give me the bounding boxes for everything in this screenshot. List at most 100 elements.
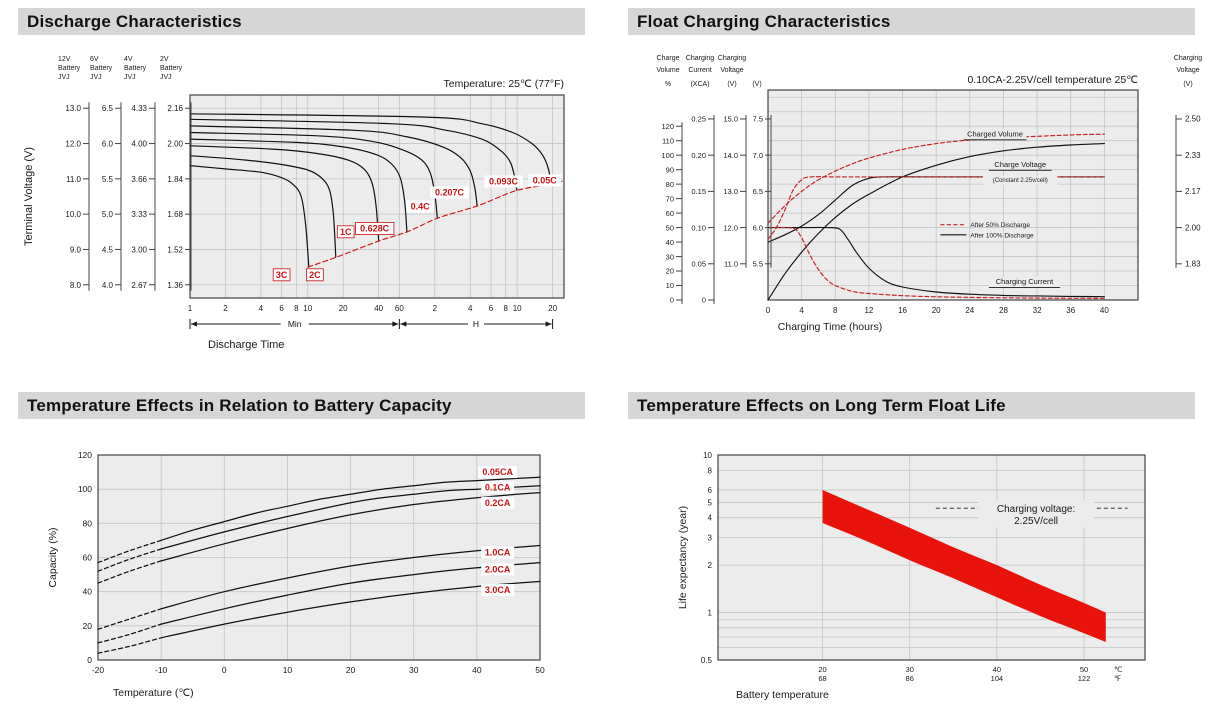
- svg-text:Charging: Charging: [1174, 55, 1203, 62]
- svg-text:11.0: 11.0: [724, 259, 738, 268]
- svg-text:0: 0: [670, 296, 674, 305]
- svg-text:12.0: 12.0: [723, 223, 738, 232]
- svg-text:20: 20: [548, 304, 557, 313]
- svg-text:2.25V/cell: 2.25V/cell: [1014, 516, 1058, 527]
- svg-text:After 100% Discharge: After 100% Discharge: [970, 232, 1034, 239]
- svg-text:0.10CA-2.25V/cell temperature: 0.10CA-2.25V/cell temperature 25℃: [967, 74, 1138, 86]
- svg-text:110: 110: [662, 136, 674, 145]
- svg-text:-10: -10: [155, 665, 168, 675]
- svg-text:104: 104: [991, 674, 1004, 683]
- svg-text:7.0: 7.0: [753, 151, 763, 160]
- svg-text:120: 120: [661, 122, 674, 131]
- svg-text:20: 20: [666, 267, 674, 276]
- svg-text:6: 6: [279, 304, 284, 313]
- svg-text:0.093C: 0.093C: [489, 176, 519, 186]
- svg-text:Voltage: Voltage: [1176, 67, 1199, 74]
- svg-text:0: 0: [702, 296, 706, 305]
- svg-text:14.0: 14.0: [723, 151, 738, 160]
- svg-text:10.0: 10.0: [65, 210, 81, 219]
- svg-text:2.17: 2.17: [1185, 187, 1201, 196]
- svg-text:30: 30: [409, 665, 419, 675]
- svg-text:36: 36: [1066, 306, 1075, 315]
- svg-text:0.628C: 0.628C: [360, 223, 390, 233]
- svg-text:(XCA): (XCA): [690, 81, 709, 88]
- svg-text:6.0: 6.0: [753, 223, 763, 232]
- svg-text:2: 2: [708, 561, 713, 570]
- svg-text:(V): (V): [727, 81, 736, 88]
- svg-text:80: 80: [666, 180, 674, 189]
- svg-text:0: 0: [87, 655, 92, 665]
- section-title-discharge-characteristics: Discharge Characteristics: [18, 8, 585, 35]
- svg-text:4V: 4V: [124, 56, 133, 63]
- svg-text:3.66: 3.66: [131, 175, 147, 184]
- panel-temperature-effects-capacity: Temperature Effects in Relation to Batte…: [18, 392, 585, 709]
- svg-text:2.33: 2.33: [1185, 151, 1201, 160]
- svg-text:Charging: Charging: [686, 55, 715, 62]
- svg-text:60: 60: [666, 209, 674, 218]
- svg-text:Charging Current: Charging Current: [996, 277, 1054, 286]
- svg-text:%: %: [665, 81, 671, 88]
- svg-text:16: 16: [898, 306, 907, 315]
- svg-text:0.2CA: 0.2CA: [485, 498, 511, 508]
- svg-text:6: 6: [489, 304, 494, 313]
- svg-text:20: 20: [346, 665, 356, 675]
- svg-text:0.05CA: 0.05CA: [482, 467, 513, 477]
- svg-text:Life expectancy (year): Life expectancy (year): [677, 506, 689, 609]
- svg-text:12: 12: [864, 306, 873, 315]
- svg-text:-20: -20: [92, 665, 105, 675]
- svg-text:8: 8: [833, 306, 838, 315]
- svg-text:32: 32: [1033, 306, 1042, 315]
- svg-text:122: 122: [1078, 674, 1091, 683]
- svg-text:(V): (V): [752, 81, 761, 88]
- svg-text:0.5: 0.5: [701, 656, 713, 665]
- svg-text:Capacity (%): Capacity (%): [47, 527, 59, 587]
- svg-text:8: 8: [708, 466, 713, 475]
- svg-text:10: 10: [283, 665, 293, 675]
- svg-text:5.0: 5.0: [102, 210, 114, 219]
- svg-text:3.33: 3.33: [131, 210, 147, 219]
- svg-text:7.5: 7.5: [753, 115, 763, 124]
- svg-text:40: 40: [83, 587, 93, 597]
- svg-text:9.0: 9.0: [70, 245, 82, 254]
- svg-text:1.36: 1.36: [167, 281, 183, 290]
- svg-text:2.00: 2.00: [1185, 223, 1201, 232]
- svg-text:6: 6: [708, 486, 713, 495]
- svg-text:5: 5: [708, 498, 713, 507]
- svg-text:Battery: Battery: [90, 65, 113, 72]
- svg-text:86: 86: [906, 674, 914, 683]
- panel-float-charging-characteristics: Float Charging Characteristics Charge Vol…: [628, 8, 1210, 350]
- svg-text:1.52: 1.52: [167, 245, 183, 254]
- svg-text:13.0: 13.0: [723, 187, 738, 196]
- svg-text:2.00: 2.00: [167, 140, 183, 149]
- svg-text:H: H: [473, 319, 479, 329]
- svg-text:6.0: 6.0: [102, 140, 114, 149]
- svg-text:Battery temperature: Battery temperature: [736, 689, 829, 701]
- svg-text:After 50% Discharge: After 50% Discharge: [970, 222, 1030, 229]
- svg-text:10: 10: [513, 304, 522, 313]
- svg-text:2: 2: [433, 304, 438, 313]
- svg-text:90: 90: [666, 165, 674, 174]
- svg-text:68: 68: [818, 674, 826, 683]
- svg-text:Current: Current: [688, 67, 711, 74]
- svg-text:0.10: 0.10: [691, 223, 706, 232]
- svg-text:50: 50: [1080, 665, 1088, 674]
- svg-text:2V: 2V: [160, 56, 169, 63]
- svg-text:60: 60: [83, 553, 93, 563]
- svg-text:11.0: 11.0: [66, 175, 82, 184]
- svg-text:4: 4: [468, 304, 473, 313]
- temperature-effects-float-life-chart: Charging voltage: 2.25V/cell 10 8 6 5 4 3 2 1 0.5 2…: [628, 419, 1210, 709]
- svg-text:Charging voltage:: Charging voltage:: [997, 504, 1075, 515]
- svg-text:2.67: 2.67: [131, 281, 147, 290]
- svg-text:Terminal Voltage (V): Terminal Voltage (V): [23, 147, 35, 246]
- panel-discharge-characteristics: Discharge Characteristics 1 2 4 6 8 10 20 40 60 2…: [18, 8, 585, 370]
- svg-text:4: 4: [799, 306, 804, 315]
- svg-text:40: 40: [1100, 306, 1109, 315]
- svg-text:0.15: 0.15: [691, 187, 706, 196]
- svg-text:1: 1: [708, 609, 713, 618]
- svg-text:0.20: 0.20: [691, 151, 706, 160]
- svg-text:Temperature (℃): Temperature (℃): [113, 687, 194, 699]
- svg-text:6.5: 6.5: [753, 187, 763, 196]
- discharge-characteristics-chart: 1 2 4 6 8 10 20 40 60 2 4 6 8 10 20 12V Battery JVJ 13.0 12…: [18, 35, 585, 370]
- svg-text:3C: 3C: [276, 270, 288, 280]
- svg-text:1.83: 1.83: [1185, 259, 1201, 268]
